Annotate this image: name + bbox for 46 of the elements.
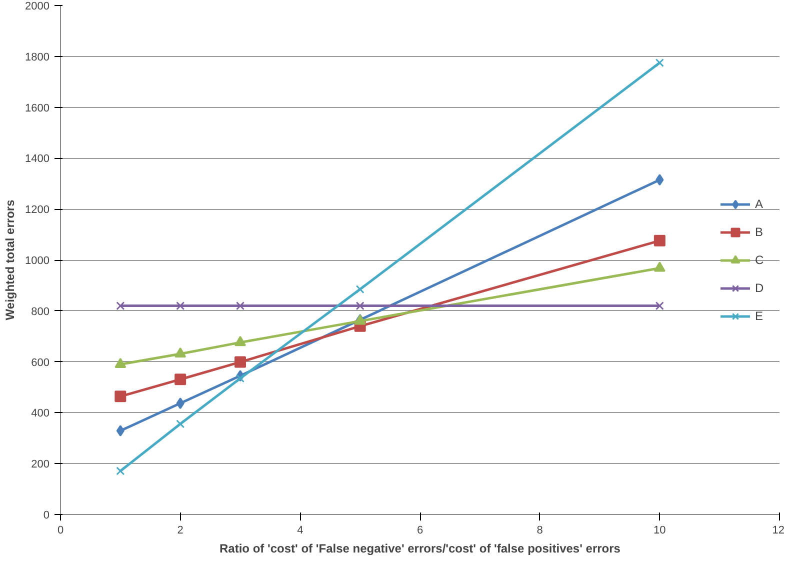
- y-tick-label: 1200: [25, 204, 50, 216]
- y-tick-label: 800: [31, 306, 50, 318]
- x-tick-label: 4: [297, 524, 304, 536]
- point: [655, 302, 664, 310]
- point: [176, 420, 185, 428]
- point: [174, 374, 186, 386]
- point: [116, 302, 125, 310]
- x-tick-label: 0: [57, 524, 64, 536]
- x-tick-label: 8: [536, 524, 543, 536]
- point: [654, 234, 666, 246]
- point: [116, 425, 124, 437]
- point: [656, 174, 664, 186]
- legend-label: B: [755, 224, 764, 238]
- x-tick-label: 6: [416, 524, 424, 536]
- x-axis-title: Ratio of 'cost' of 'False negative' errors/'cost' of 'false positives' errors: [220, 542, 621, 556]
- point: [114, 390, 126, 402]
- legend-label: C: [755, 252, 765, 266]
- y-tick-label: 1400: [25, 153, 50, 166]
- point: [116, 466, 125, 476]
- x-tick-label: 12: [772, 524, 785, 536]
- x-tick-label: 2: [177, 524, 184, 536]
- y-axis-title: Weighted total errors: [3, 199, 18, 320]
- y-tick-label: 2000: [25, 0, 50, 12]
- point: [114, 358, 126, 368]
- legend-label: D: [755, 280, 765, 294]
- point: [234, 336, 246, 346]
- y-tick-label: 600: [31, 356, 50, 369]
- y-tick-label: 1600: [25, 102, 50, 114]
- point: [234, 356, 246, 368]
- y-tick-label: 200: [31, 458, 50, 471]
- legend-label: E: [755, 308, 764, 322]
- point: [356, 302, 364, 310]
- point: [174, 347, 186, 358]
- y-tick-label: 0: [43, 510, 50, 522]
- point: [176, 398, 184, 410]
- point: [655, 58, 664, 68]
- y-tick-label: 1800: [25, 51, 50, 64]
- y-tick-label: 400: [31, 408, 50, 420]
- point: [176, 302, 185, 310]
- point: [356, 284, 364, 294]
- point: [654, 262, 666, 272]
- x-tick-label: 10: [654, 524, 666, 536]
- point: [236, 302, 245, 310]
- y-tick-label: 1000: [25, 255, 50, 267]
- legend-label: A: [755, 196, 764, 210]
- point: [236, 374, 245, 383]
